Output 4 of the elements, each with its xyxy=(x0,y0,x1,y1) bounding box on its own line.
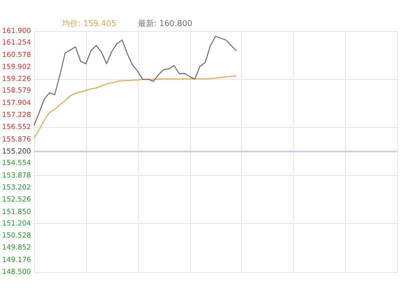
text: 均价: 159.405 xyxy=(61,19,116,28)
line-series xyxy=(34,75,237,139)
text: 最新: 160.800 xyxy=(138,19,192,28)
line-series xyxy=(34,36,237,126)
